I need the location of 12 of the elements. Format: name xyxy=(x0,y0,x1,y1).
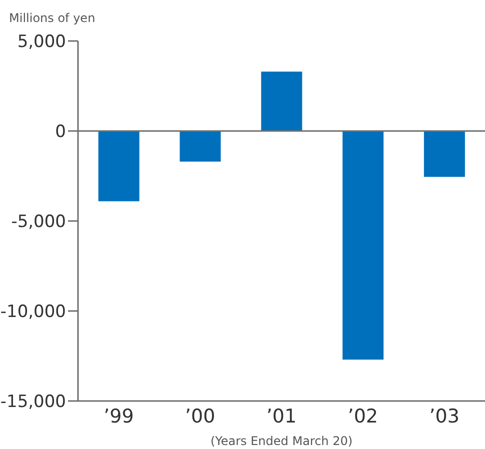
x-tick-label: ’03 xyxy=(429,405,460,428)
y-tick-label: -5,000 xyxy=(11,212,66,232)
y-tick-label: 0 xyxy=(55,122,66,142)
y-tick-label: -15,000 xyxy=(0,392,66,412)
x-tick-label: ’01 xyxy=(266,405,297,428)
y-tick-label: -10,000 xyxy=(0,302,66,322)
x-tick-label: ’99 xyxy=(104,405,134,428)
y-axis-title: Millions of yen xyxy=(9,11,96,25)
x-tick-label: ’00 xyxy=(184,405,216,428)
y-tick-label: 5,000 xyxy=(17,32,66,52)
x-tick-label: ’02 xyxy=(348,405,378,428)
x-axis-title: (Years Ended March 20) xyxy=(210,434,353,448)
